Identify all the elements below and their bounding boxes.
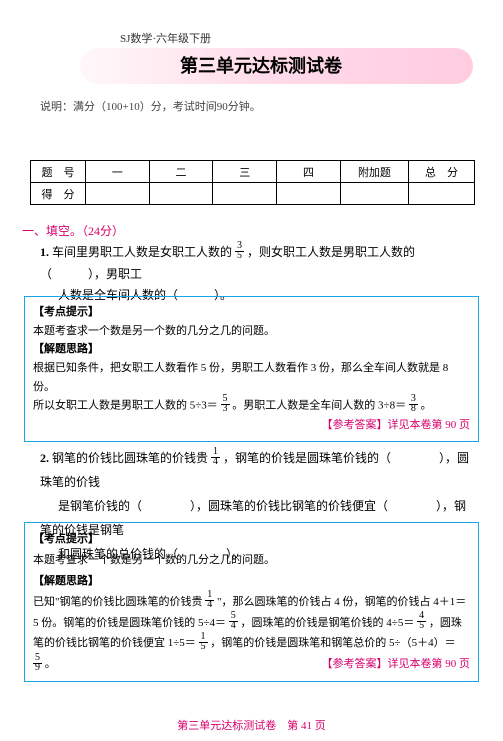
fraction: 14 — [211, 447, 220, 467]
text: 所以女职工人数是男职工人数的 5÷3＝ 53 。男职工人数是全车间人数的 3÷8… — [33, 396, 470, 416]
text: 根据已知条件，把女职工人数看作 5 份，男职工人数看作 3 份，那么全车间人数就… — [33, 359, 470, 396]
fraction: 53 — [221, 394, 230, 414]
exam-note: 说明：满分（100+10）分，考试时间90分钟。 — [40, 98, 261, 114]
text: 本题考查求一个数是另一个数的几分之几的问题。 — [33, 322, 470, 341]
q-num: 2. — [40, 451, 49, 465]
cell: 得 分 — [31, 183, 86, 205]
cell: 一 — [85, 161, 149, 183]
text: 钢笔的价钱比圆珠笔的价钱贵 — [52, 451, 208, 465]
text: 本题考查求一个数是另一个数的几分之几的问题。 — [33, 550, 470, 571]
page-footer: 第三单元达标测试卷 第 41 页 — [0, 717, 503, 733]
cell — [409, 183, 475, 205]
fraction: 35 — [235, 241, 244, 261]
answer-ref: 【参考答案】详见本卷第 90 页 — [322, 654, 471, 675]
cell: 三 — [213, 161, 277, 183]
table-row: 题 号 一 二 三 四 附加题 总 分 — [31, 161, 475, 183]
text: 5 份。钢笔的价钱是圆珠笔价钱的 5÷4＝ 54 ，圆珠笔的价钱是钢笔价钱的 4… — [33, 613, 470, 634]
sol-label: 【解题思路】 — [33, 340, 470, 359]
cell: 二 — [149, 161, 213, 183]
fraction: 38 — [409, 394, 418, 414]
fraction: 15 — [199, 632, 208, 652]
section-header: 一、填空。（24分） — [22, 222, 124, 239]
cell: 附加题 — [340, 161, 408, 183]
q-num: 1. — [40, 245, 49, 259]
sol-label: 【解题思路】 — [33, 571, 470, 592]
cell — [277, 183, 341, 205]
cell: 题 号 — [31, 161, 86, 183]
table-row: 得 分 — [31, 183, 475, 205]
text: 笔的价钱比钢笔的价钱便宜 1÷5＝ 15 ，钢笔的价钱是圆珠笔和钢笔总价的 5÷… — [33, 633, 470, 654]
hint-label: 【考点提示】 — [33, 529, 470, 550]
cell — [85, 183, 149, 205]
book-label: SJ数学·六年级下册 — [120, 30, 211, 46]
score-table: 题 号 一 二 三 四 附加题 总 分 得 分 — [30, 160, 475, 205]
hint-box-2: 【考点提示】 本题考查求一个数是另一个数的几分之几的问题。 【解题思路】 已知"… — [24, 522, 479, 682]
cell — [149, 183, 213, 205]
cell — [340, 183, 408, 205]
fraction: 59 — [33, 653, 42, 673]
text: 已知"钢笔的价钱比圆珠笔的价钱贵 14 "，那么圆珠笔的价钱占 4 份，钢笔的价… — [33, 592, 470, 613]
text: 车间里男职工人数是女职工人数的 — [52, 245, 232, 259]
fraction: 14 — [205, 590, 214, 610]
hint-box-1: 【考点提示】 本题考查求一个数是另一个数的几分之几的问题。 【解题思路】 根据已… — [24, 296, 479, 442]
page-title: 第三单元达标测试卷 — [180, 52, 342, 78]
hint-label: 【考点提示】 — [33, 303, 470, 322]
cell — [213, 183, 277, 205]
fraction: 54 — [229, 611, 238, 631]
text: 59 。 【参考答案】详见本卷第 90 页 — [33, 654, 470, 675]
answer-ref: 【参考答案】详见本卷第 90 页 — [33, 416, 470, 435]
cell: 四 — [277, 161, 341, 183]
fraction: 45 — [417, 611, 426, 631]
cell: 总 分 — [409, 161, 475, 183]
